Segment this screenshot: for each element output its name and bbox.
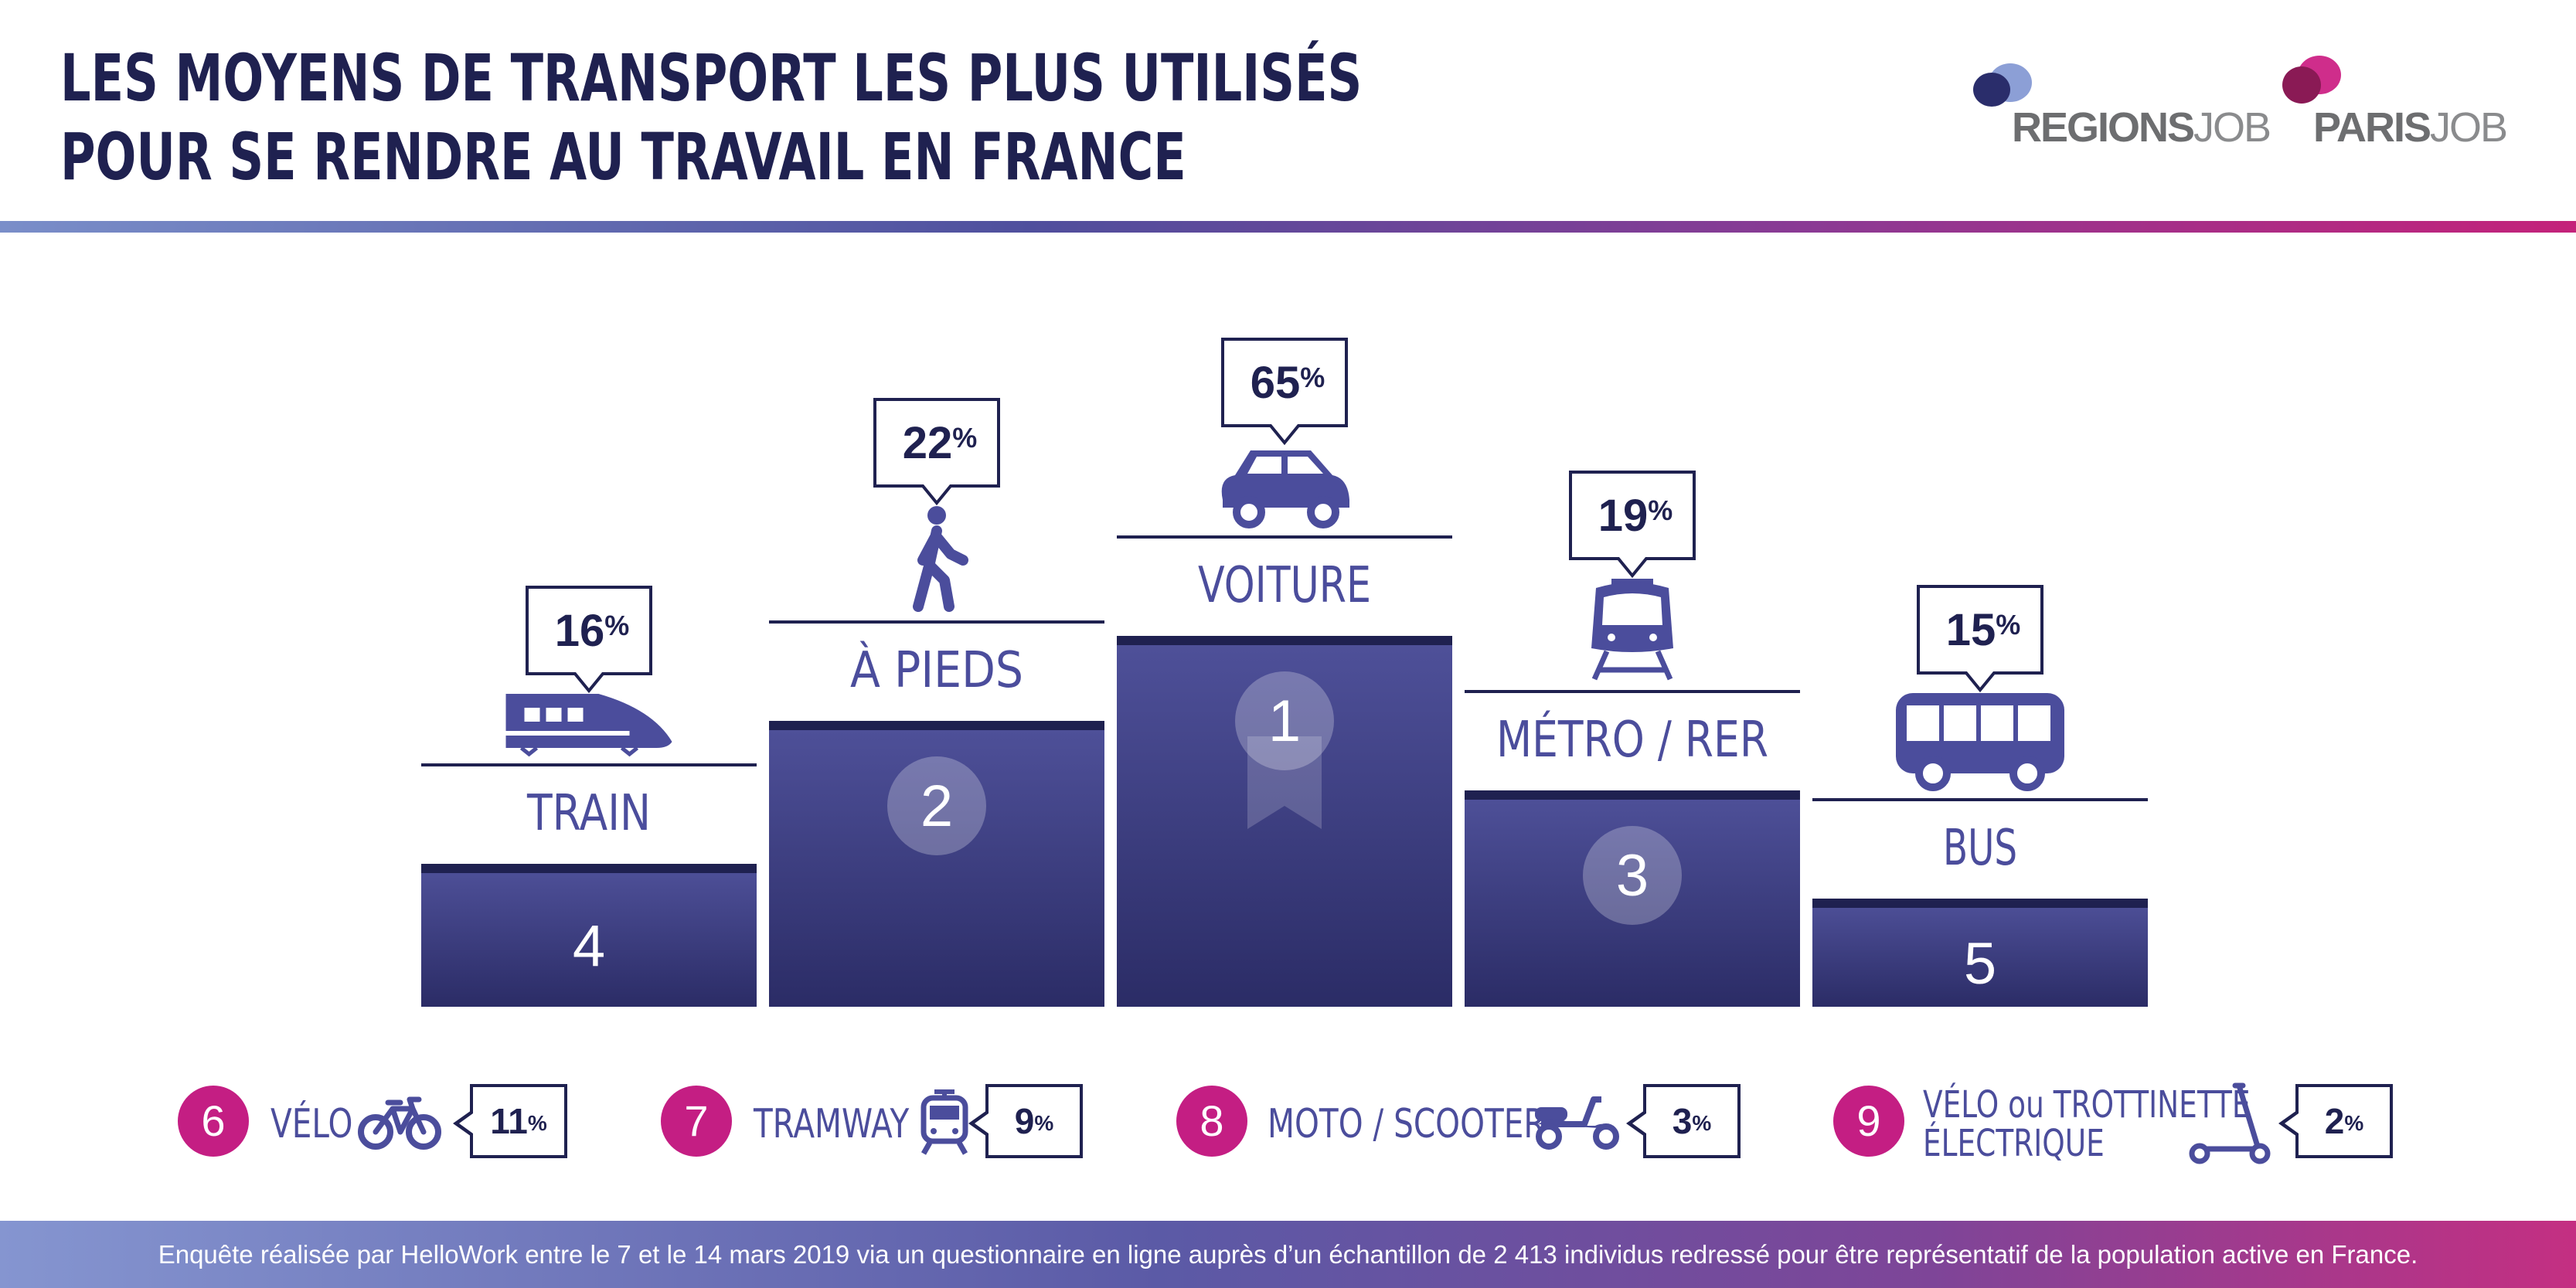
rank-badge: 9 bbox=[1833, 1086, 1904, 1157]
bar bbox=[1465, 790, 1800, 1007]
percent-callout: 9% bbox=[968, 1084, 1083, 1158]
bar bbox=[1117, 636, 1452, 1007]
platform-line bbox=[1465, 690, 1800, 693]
percent-callout: 2% bbox=[2278, 1084, 2393, 1158]
title-line-2: POUR SE RENDRE AU TRAVAIL EN FRANCE bbox=[60, 119, 1186, 195]
percent-callout: 11% bbox=[453, 1084, 567, 1158]
footer-note: Enquête réalisée par HelloWork entre le … bbox=[0, 1221, 2576, 1288]
walking-person-icon bbox=[913, 506, 968, 612]
tram-icon bbox=[920, 1089, 968, 1155]
percent-callout bbox=[1221, 338, 1348, 446]
bar bbox=[769, 721, 1104, 1007]
percent-callout bbox=[873, 398, 1000, 506]
header-gradient-band bbox=[0, 221, 2576, 233]
podium-step-3: 3 MÉTRO / RER 19% bbox=[1465, 471, 1800, 1007]
rank-badge: 8 bbox=[1176, 1086, 1247, 1157]
rank-number: 5 bbox=[1964, 931, 1996, 997]
category-label: TRAIN bbox=[526, 785, 651, 842]
bar-top-edge bbox=[1465, 790, 1800, 800]
percent-value: 15% bbox=[1946, 605, 2021, 655]
metro-icon bbox=[1591, 579, 1673, 681]
logos: REGIONSJOB PARISJOB bbox=[1973, 48, 2514, 152]
rank-circle bbox=[887, 756, 986, 855]
title-line-1: LES MOYENS DE TRANSPORT LES PLUS UTILISÉ… bbox=[60, 40, 1363, 116]
bar-top-edge bbox=[1117, 636, 1452, 645]
ribbon-icon bbox=[1247, 736, 1322, 829]
percent-callout bbox=[526, 586, 652, 694]
rank-number: 2 bbox=[920, 773, 953, 839]
others-item-moto-scooter: 8 MOTO / SCOOTER 3% bbox=[1176, 1078, 1741, 1171]
platform-line bbox=[769, 620, 1104, 624]
bar-top-edge bbox=[421, 864, 757, 873]
bus-icon bbox=[1896, 693, 2064, 791]
car-icon bbox=[1221, 450, 1349, 528]
others-item-velo: 6 VÉLO 11% bbox=[178, 1078, 580, 1171]
platform-line bbox=[421, 763, 757, 766]
regionsjob-logo: REGIONSJOB bbox=[2012, 104, 2271, 151]
rank-badge: 7 bbox=[661, 1086, 732, 1157]
others-label: VÉLO bbox=[271, 1101, 353, 1147]
percent-callout bbox=[1569, 471, 1696, 579]
bar bbox=[421, 864, 757, 1007]
rank-circle bbox=[1583, 826, 1682, 925]
podium-step-5: 5 BUS 15% bbox=[1812, 585, 2148, 1007]
percent-value: 65% bbox=[1251, 358, 1325, 408]
podium-step-4: 4 TRAIN 16% bbox=[421, 586, 757, 1007]
platform-line bbox=[1812, 798, 2148, 801]
percent-value: 19% bbox=[1598, 491, 1673, 541]
train-icon bbox=[505, 694, 672, 757]
category-label: VOITURE bbox=[1198, 557, 1371, 614]
parisjob-logo: PARISJOB bbox=[2313, 104, 2508, 151]
others-label: MOTO / SCOOTER bbox=[1268, 1101, 1546, 1147]
category-label: MÉTRO / RER bbox=[1496, 710, 1768, 769]
parisjob-bubble-icon-2 bbox=[2282, 66, 2321, 104]
podium-chart: 4 TRAIN 16% 2 À PIEDS 22% 1 VOITURE 65% 3 MÉTRO / … bbox=[421, 338, 2148, 1007]
scooter-icon bbox=[1535, 1096, 1619, 1150]
others-label: TRAMWAY bbox=[754, 1101, 910, 1147]
bar bbox=[1812, 899, 2148, 1007]
rank-badge: 6 bbox=[178, 1086, 249, 1157]
podium-step-1: 1 VOITURE 65% bbox=[1117, 338, 1452, 1007]
percent-callout: 3% bbox=[1626, 1084, 1741, 1158]
rank-number: 4 bbox=[573, 914, 605, 980]
bar-top-edge bbox=[769, 721, 1104, 730]
percent-callout bbox=[1917, 585, 2043, 693]
others-item-tramway: 7 TRAMWAY 9% bbox=[661, 1078, 1094, 1171]
percent-value: 16% bbox=[555, 606, 630, 656]
others-item-trottinette: 9 VÉLO ou TROTTINETTE ÉLECTRIQUE 2% bbox=[1833, 1078, 2393, 1171]
rank-number: 1 bbox=[1268, 688, 1301, 754]
regionsjob-bubble-icon-2 bbox=[1973, 73, 2010, 107]
category-label: BUS bbox=[1943, 820, 2017, 877]
category-label: À PIEDS bbox=[850, 641, 1023, 699]
bar-top-edge bbox=[1812, 899, 2148, 908]
page-title: LES MOYENS DE TRANSPORT LES PLUS UTILISÉ… bbox=[60, 39, 1362, 196]
rank-number: 3 bbox=[1616, 843, 1649, 909]
others-label: VÉLO ou TROTTINETTE ÉLECTRIQUE bbox=[1923, 1083, 2251, 1165]
rank-circle bbox=[1235, 671, 1334, 770]
percent-value: 22% bbox=[903, 418, 978, 468]
kick-scooter-icon bbox=[2189, 1082, 2271, 1164]
platform-line bbox=[1117, 535, 1452, 539]
bicycle-icon bbox=[358, 1096, 441, 1150]
podium-step-2: 2 À PIEDS 22% bbox=[769, 398, 1104, 1007]
